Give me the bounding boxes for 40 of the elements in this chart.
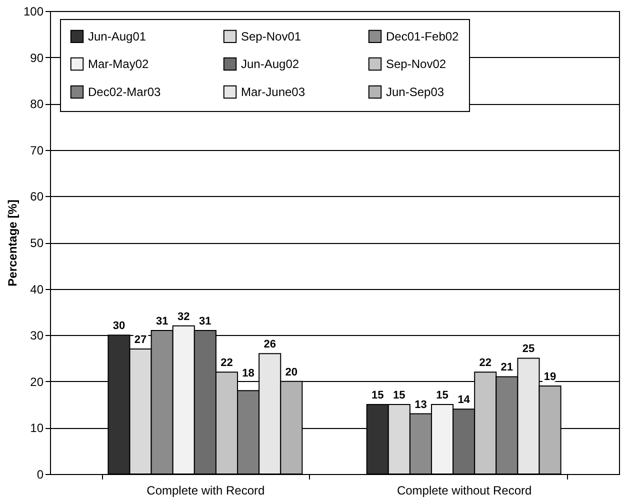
- data-label: 32: [178, 310, 190, 323]
- data-label: 30: [112, 320, 126, 332]
- data-label: 15: [371, 389, 384, 402]
- data-label: 22: [220, 357, 233, 370]
- x-tick-label: Complete without Record: [396, 484, 532, 498]
- data-label: 22: [479, 357, 492, 370]
- data-label: 14: [458, 394, 471, 406]
- y-tick-label: 40: [30, 282, 44, 296]
- legend-label: Mar-June03: [241, 85, 306, 99]
- y-tick-label: 30: [30, 328, 44, 343]
- legend-label: Dec01-Feb02: [386, 29, 460, 44]
- y-tick-label: 60: [30, 190, 44, 204]
- legend-label: Jun-Aug02: [241, 57, 300, 71]
- y-tick-label: 100: [23, 4, 44, 18]
- y-tick-label: 20: [30, 374, 44, 389]
- data-label: 20: [285, 366, 298, 378]
- y-tick-label: 80: [30, 97, 44, 112]
- data-label: 13: [414, 398, 427, 411]
- legend-label: Jun-Sep03: [386, 85, 444, 99]
- data-label: 31: [156, 315, 168, 328]
- data-label: 18: [242, 368, 254, 380]
- data-label: 19: [544, 370, 556, 383]
- y-tick-label: 90: [30, 50, 44, 65]
- legend-label: Sep-Nov01: [241, 29, 302, 44]
- y-tick-label: 10: [30, 421, 44, 436]
- data-label: 31: [199, 315, 212, 328]
- legend-label: Sep-Nov02: [386, 57, 446, 71]
- y-tick-label: 0: [36, 468, 44, 482]
- y-tick-label: 50: [30, 236, 44, 250]
- y-tick-label: 70: [30, 143, 44, 158]
- data-label: 15: [436, 389, 448, 402]
- legend-label: Mar-May02: [88, 57, 150, 71]
- data-label: 25: [522, 343, 535, 356]
- legend-label: Jun-Aug01: [88, 29, 146, 44]
- y-axis-title: Percentage [%]: [5, 200, 20, 286]
- legend-label: Dec02-Mar03: [88, 85, 162, 99]
- x-tick-label: Complete with Record: [146, 484, 265, 498]
- data-label: 21: [500, 362, 514, 374]
- data-label: 15: [393, 389, 406, 402]
- data-label: 26: [264, 338, 276, 351]
